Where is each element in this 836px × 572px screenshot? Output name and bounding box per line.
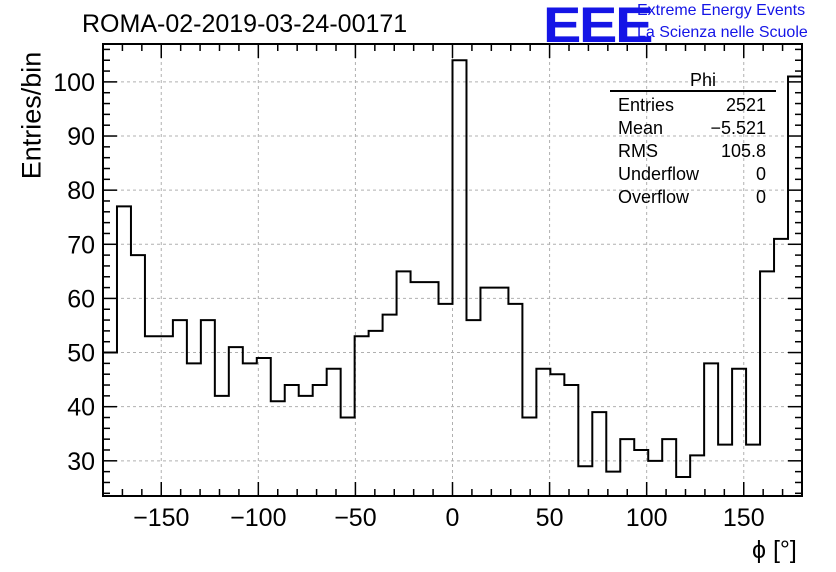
stats-row: Mean −5.521 [610, 117, 776, 140]
histogram-bin [648, 461, 662, 496]
histogram-series [103, 59, 802, 496]
histogram-bin [536, 369, 550, 496]
stats-label: Overflow [618, 187, 690, 207]
histogram-bin [732, 369, 746, 496]
histogram-bin [439, 304, 453, 496]
histogram-bin [215, 396, 229, 496]
x-tick-label: −100 [230, 504, 286, 532]
histogram-bin [369, 331, 383, 496]
stats-row: RMS 105.8 [610, 140, 776, 163]
stats-name: Phi [689, 70, 716, 90]
x-tick-label: 0 [446, 504, 460, 532]
histogram-bin [760, 271, 774, 496]
y-axis-label: Entries/bin [16, 51, 47, 180]
x-tick-label: 50 [536, 504, 564, 532]
histogram-bin [508, 304, 522, 496]
histogram-bin [522, 418, 536, 496]
histogram-bin [578, 466, 592, 496]
stats-row: Entries 2521 [610, 94, 776, 117]
histogram-bin [327, 369, 341, 496]
histogram-bin [425, 282, 439, 496]
stats-value: 105.8 [720, 141, 766, 161]
histogram-bin [592, 412, 606, 496]
histogram-bin [788, 76, 802, 496]
y-tick-label: 80 [67, 177, 95, 205]
x-tick-label: −50 [334, 504, 376, 532]
y-tick-label: 30 [67, 448, 95, 476]
histogram-bin [187, 363, 201, 496]
chart-title: ROMA-02-2019-03-24-00171 [82, 10, 408, 38]
eee-logo: EEE [543, 0, 653, 53]
histogram-bin [746, 445, 760, 496]
y-tick-label: 90 [67, 123, 95, 151]
stats-row: Overflow 0 [610, 186, 776, 209]
histogram-bin [285, 385, 299, 496]
histogram-bin [774, 239, 788, 496]
histogram-bin [550, 374, 564, 496]
y-tick-label: 70 [67, 231, 95, 259]
histogram-bin [257, 358, 271, 496]
x-tick-label: 150 [723, 504, 765, 532]
tick-labels: −150 −100 −50 0 50 100 150 30 40 50 60 70 80 90 100 [53, 69, 764, 532]
histogram-bin [411, 282, 425, 496]
x-tick-label: −150 [133, 504, 189, 532]
histogram-bin [299, 396, 313, 496]
stats-value: 0 [755, 164, 766, 184]
stats-value: 0 [755, 187, 766, 207]
histogram-bin [564, 385, 578, 496]
histogram-bin [494, 288, 508, 496]
stats-label: RMS [618, 141, 658, 161]
histogram-bin [662, 439, 676, 496]
stats-value: 2521 [725, 95, 766, 115]
histogram-bin [480, 288, 494, 496]
stats-label: Entries [618, 95, 675, 115]
y-tick-label: 100 [53, 69, 95, 97]
histogram-bin [313, 385, 327, 496]
histogram-bin [159, 336, 173, 496]
logo-line-2: La Scienza nelle Scuole [637, 24, 808, 41]
histogram-bin [341, 418, 355, 496]
stats-box: Phi Entries 2521 Mean −5.521 RMS 105.8 Unde… [610, 70, 776, 209]
stats-row: Underflow 0 [610, 163, 776, 186]
histogram-line [103, 59, 802, 479]
stats-rule [610, 90, 776, 92]
y-tick-label: 50 [67, 340, 95, 368]
histogram-bin [718, 445, 732, 496]
histogram-bin [397, 271, 411, 496]
histogram-bin [690, 455, 704, 496]
stats-value: −5.521 [710, 118, 766, 138]
histogram-bin [145, 336, 159, 496]
histogram-bin [453, 60, 467, 496]
stats-label: Mean [618, 118, 664, 138]
histogram-bin [676, 477, 690, 496]
y-tick-label: 60 [67, 285, 95, 313]
stats-label: Underflow [618, 164, 700, 184]
histogram-bin [466, 320, 480, 496]
histogram-bin [201, 320, 215, 496]
histogram-bin [243, 363, 257, 496]
x-tick-label: 100 [626, 504, 668, 532]
histogram-bin [620, 439, 634, 496]
x-axis-label: ϕ [°] [752, 536, 797, 564]
histogram-bin [117, 206, 131, 496]
y-tick-label: 40 [67, 394, 95, 422]
axis-ticks [102, 44, 803, 496]
histogram-bin [131, 255, 145, 496]
logo-line-1: Extreme Energy Events [637, 2, 806, 19]
histogram-bin [704, 363, 718, 496]
histogram-bin [383, 315, 397, 496]
histogram-bin [229, 347, 243, 496]
histogram-bin [271, 401, 285, 496]
histogram-bin [355, 336, 369, 496]
histogram-bin [173, 320, 187, 496]
